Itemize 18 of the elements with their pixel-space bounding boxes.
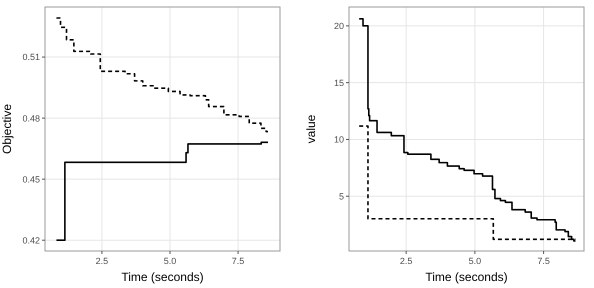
y-axis-title: Objective xyxy=(0,104,14,154)
y-tick-label: 0.51 xyxy=(22,52,40,62)
y-tick-label: 0.45 xyxy=(22,174,40,184)
y-tick-label: 0.42 xyxy=(22,235,40,246)
x-tick-label: 7.5 xyxy=(537,256,550,266)
y-axis-title: value xyxy=(304,114,318,144)
x-tick-label: 2.5 xyxy=(96,256,108,266)
x-axis-title: Time (seconds) xyxy=(121,270,204,284)
y-tick-label: 20 xyxy=(334,21,344,32)
x-tick-label: 5.0 xyxy=(468,256,482,266)
y-tick-label: 0.48 xyxy=(22,113,40,124)
y-tick-label: 10 xyxy=(334,134,344,145)
x-tick-label: 7.5 xyxy=(232,256,244,266)
x-axis-title: Time (seconds) xyxy=(425,270,508,284)
x-tick-label: 5.0 xyxy=(164,256,176,266)
y-tick-label: 15 xyxy=(334,78,344,88)
y-tick-label: 5 xyxy=(338,191,344,202)
x-tick-label: 2.5 xyxy=(400,256,412,266)
